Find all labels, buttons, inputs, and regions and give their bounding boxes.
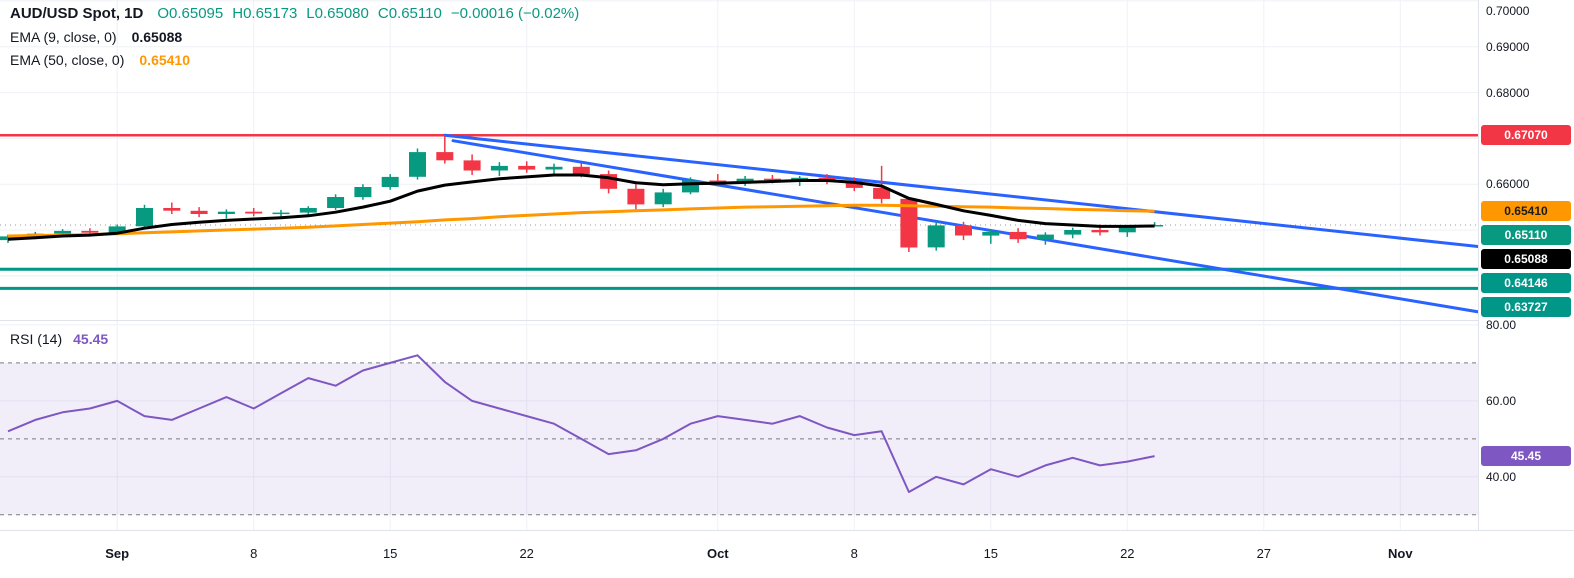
time-tick-label: 22 bbox=[1120, 546, 1135, 561]
chart-plot-area[interactable]: AUD/USD Spot, 1D O0.65095 H0.65173 L0.65… bbox=[0, 0, 1478, 530]
chart-canvas[interactable] bbox=[0, 0, 1478, 530]
support1-price-label: 0.64146 bbox=[1481, 273, 1571, 294]
low-value: L0.65080 bbox=[306, 5, 369, 22]
time-tick-label: Nov bbox=[1388, 546, 1413, 561]
support2-price-label: 0.63727 bbox=[1481, 297, 1571, 318]
ema50-label[interactable]: EMA (50, close, 0) bbox=[10, 52, 125, 68]
ema9-line[interactable] bbox=[7, 173, 1155, 241]
time-tick-label: 27 bbox=[1256, 546, 1272, 561]
axis-tick-label: 40.00 bbox=[1486, 469, 1517, 484]
rsi-line[interactable] bbox=[7, 354, 1155, 493]
symbol-legend: AUD/USD Spot, 1D O0.65095 H0.65173 L0.65… bbox=[10, 5, 579, 75]
last-price-label: 0.65110 bbox=[1481, 225, 1571, 246]
time-tick-label: Oct bbox=[706, 546, 729, 561]
ema50-value: 0.65410 bbox=[139, 52, 190, 68]
pane-divider[interactable] bbox=[0, 320, 1574, 321]
axis-tick-label: 0.68000 bbox=[1486, 85, 1530, 100]
time-tick-label: Sep bbox=[105, 546, 130, 561]
time-tick-label: 8 bbox=[850, 546, 858, 561]
ema50-price-label: 0.65410 bbox=[1481, 201, 1571, 222]
rsi-value-label: 45.45 bbox=[1481, 446, 1571, 467]
axis-tick-label: 0.66000 bbox=[1486, 177, 1530, 192]
axis-tick-label: 0.69000 bbox=[1486, 39, 1530, 54]
time-axis[interactable]: Sep 8 15 22 Oct 8 15 22 27 Nov bbox=[0, 530, 1574, 578]
ema9-value: 0.65088 bbox=[131, 29, 183, 45]
change-value: −0.00016 (−0.02%) bbox=[450, 5, 580, 22]
axis-tick-label: 60.00 bbox=[1486, 393, 1517, 408]
time-tick-label: 15 bbox=[983, 546, 999, 561]
open-value: O0.65095 bbox=[157, 5, 224, 22]
symbol-row: AUD/USD Spot, 1D O0.65095 H0.65173 L0.65… bbox=[10, 5, 579, 22]
symbol-title[interactable]: AUD/USD Spot, 1D bbox=[10, 5, 144, 22]
price-axis[interactable]: 0.70000 0.69000 0.68000 0.66000 80.00 60.00 40… bbox=[1478, 0, 1574, 530]
close-value: C0.65110 bbox=[377, 5, 442, 22]
trendline[interactable] bbox=[443, 133, 1478, 249]
axis-tick-label: 80.00 bbox=[1486, 317, 1517, 332]
axis-tick-label: 0.70000 bbox=[1486, 4, 1530, 18]
time-tick-label: 22 bbox=[519, 546, 534, 561]
ema9-price-label: 0.65088 bbox=[1481, 249, 1571, 270]
rsi-value: 45.45 bbox=[73, 331, 109, 347]
rsi-legend: RSI (14) 45.45 bbox=[10, 331, 108, 347]
high-value: H0.65173 bbox=[232, 5, 298, 22]
time-tick-label: 15 bbox=[382, 546, 398, 561]
grid-lines bbox=[0, 0, 1478, 530]
ema9-legend-row: EMA (9, close, 0) 0.65088 bbox=[10, 29, 579, 45]
time-tick-label: 8 bbox=[250, 546, 258, 561]
ema50-legend-row: EMA (50, close, 0) 0.65410 bbox=[10, 52, 579, 68]
ema50-line[interactable] bbox=[7, 203, 1155, 238]
ema9-label[interactable]: EMA (9, close, 0) bbox=[10, 29, 117, 45]
rsi-label[interactable]: RSI (14) bbox=[10, 331, 63, 347]
resistance-price-label: 0.67070 bbox=[1481, 125, 1571, 146]
